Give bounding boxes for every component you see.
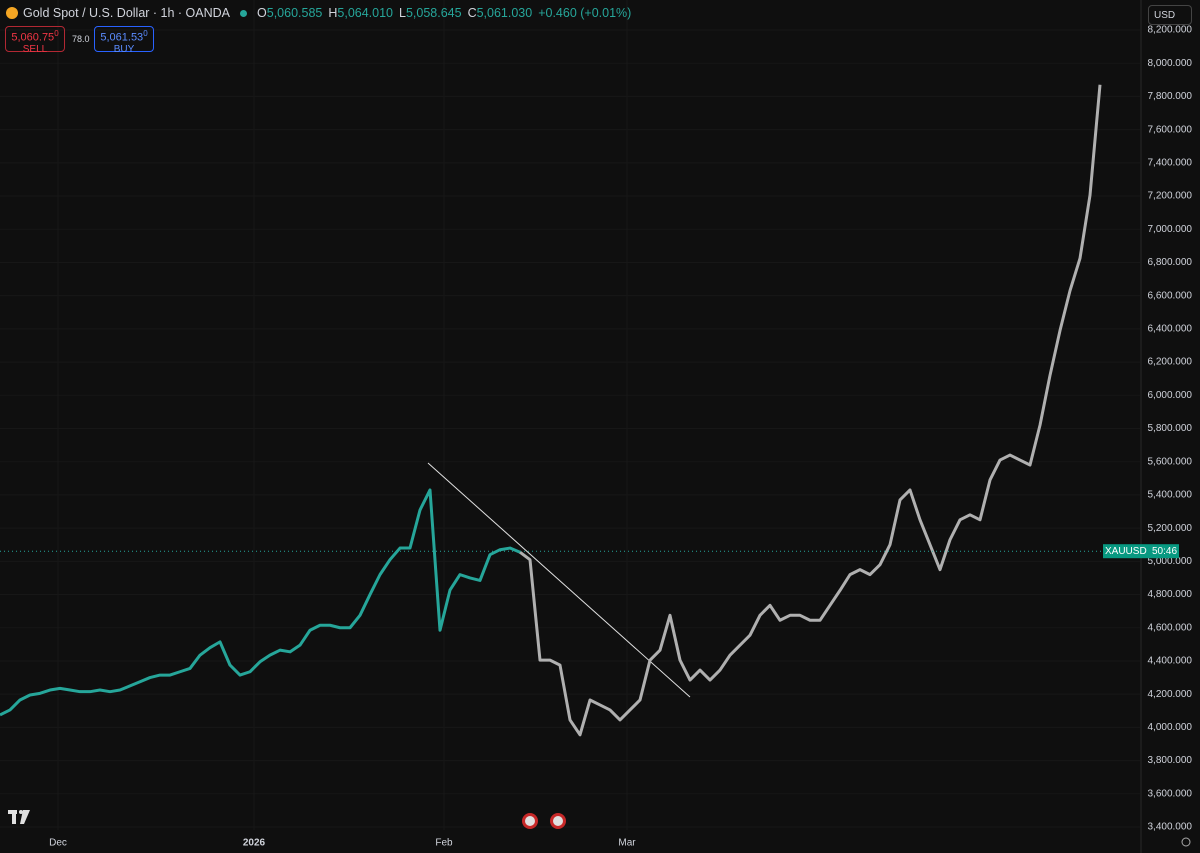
buy-price-row: 5,061.530: [95, 28, 153, 44]
y-tick-label: 6,600.000: [1148, 290, 1193, 301]
price-line: [0, 488, 521, 717]
y-tick-label: 3,600.000: [1148, 788, 1193, 799]
ohlc-key: H: [328, 6, 338, 20]
settings-icon[interactable]: [1181, 837, 1191, 847]
y-tick-label: 5,800.000: [1148, 423, 1193, 434]
symbol-title[interactable]: Gold Spot / U.S. Dollar · 1h · OANDA: [23, 6, 231, 20]
price-tag-countdown: 50:46: [1152, 546, 1177, 557]
event-icon-inner: [553, 816, 563, 826]
y-tick-label: 4,800.000: [1148, 589, 1193, 600]
tv-logo[interactable]: [8, 810, 30, 824]
sell-button[interactable]: 5,060.750 SELL: [5, 26, 65, 55]
y-tick-label: 6,000.000: [1148, 390, 1193, 401]
x-tick-label: 2026: [243, 838, 266, 849]
y-tick-label: 4,200.000: [1148, 689, 1193, 700]
y-tick-label: 7,800.000: [1148, 91, 1193, 102]
y-tick-label: 6,200.000: [1148, 357, 1193, 368]
logo-part: [20, 810, 30, 824]
buy-label: BUY: [113, 44, 135, 56]
y-tick-label: 4,000.000: [1148, 722, 1193, 733]
ohlc-value: 5,064.010: [337, 6, 393, 20]
sell-pip: 0: [54, 29, 59, 38]
sell-price-row: 5,060.750: [6, 28, 64, 44]
y-tick-label: 5,200.000: [1148, 523, 1193, 534]
logo-part: [19, 810, 23, 814]
trend-line[interactable]: [427, 462, 691, 698]
sell-price: 5,060.75: [11, 31, 55, 44]
x-tick-label: Dec: [49, 838, 67, 849]
change: +0.460 (+0.01%): [538, 6, 632, 20]
y-tick-label: 6,800.000: [1148, 257, 1193, 268]
ohlc-value: 5,061.030: [476, 6, 533, 20]
buy-button[interactable]: 5,061.530 BUY: [94, 26, 154, 55]
symbol-logo: [6, 7, 18, 19]
y-tick-label: 8,200.000: [1148, 25, 1193, 36]
market-status: [240, 9, 248, 17]
y-tick-label: 6,400.000: [1148, 324, 1193, 335]
price-tag-symbol: XAUUSD: [1105, 546, 1147, 557]
y-tick-label: 4,600.000: [1148, 622, 1193, 633]
ohlc-key: O: [257, 6, 267, 20]
symbol-header: Gold Spot / U.S. Dollar · 1h · OANDA O 5,…: [6, 6, 631, 20]
price-tag: [1103, 544, 1179, 559]
buy-price: 5,061.53: [100, 31, 144, 44]
ohlc-value: 5,058.645: [405, 6, 462, 20]
spread: 78.0: [72, 34, 90, 44]
x-tick-label: Feb: [435, 838, 453, 849]
ohlc-key: L: [399, 6, 406, 20]
ohlc-value: 5,060.585: [266, 6, 323, 20]
event-icons[interactable]: [522, 813, 566, 829]
currency-select[interactable]: USD: [1148, 5, 1192, 25]
event-icon-inner: [525, 816, 535, 826]
y-tick-label: 8,000.000: [1148, 58, 1193, 69]
y-tick-label: 5,000.000: [1148, 556, 1193, 567]
y-tick-label: 7,200.000: [1148, 191, 1193, 202]
y-tick-label: 5,600.000: [1148, 456, 1193, 467]
y-tick-label: 7,400.000: [1148, 157, 1193, 168]
y-tick-label: 4,400.000: [1148, 656, 1193, 667]
x-tick-label: Mar: [618, 838, 636, 849]
price-line: [519, 84, 1102, 737]
buy-pip: 0: [143, 29, 148, 38]
sell-label: SELL: [22, 44, 48, 56]
y-tick-label: 5,400.000: [1148, 490, 1193, 501]
y-tick-label: 3,800.000: [1148, 755, 1193, 766]
y-tick-label: 3,400.000: [1148, 822, 1193, 833]
ohlc-key: C: [467, 6, 477, 20]
logo-part: [12, 810, 16, 824]
y-tick-label: 7,600.000: [1148, 124, 1193, 135]
y-tick-label: 7,000.000: [1148, 224, 1193, 235]
